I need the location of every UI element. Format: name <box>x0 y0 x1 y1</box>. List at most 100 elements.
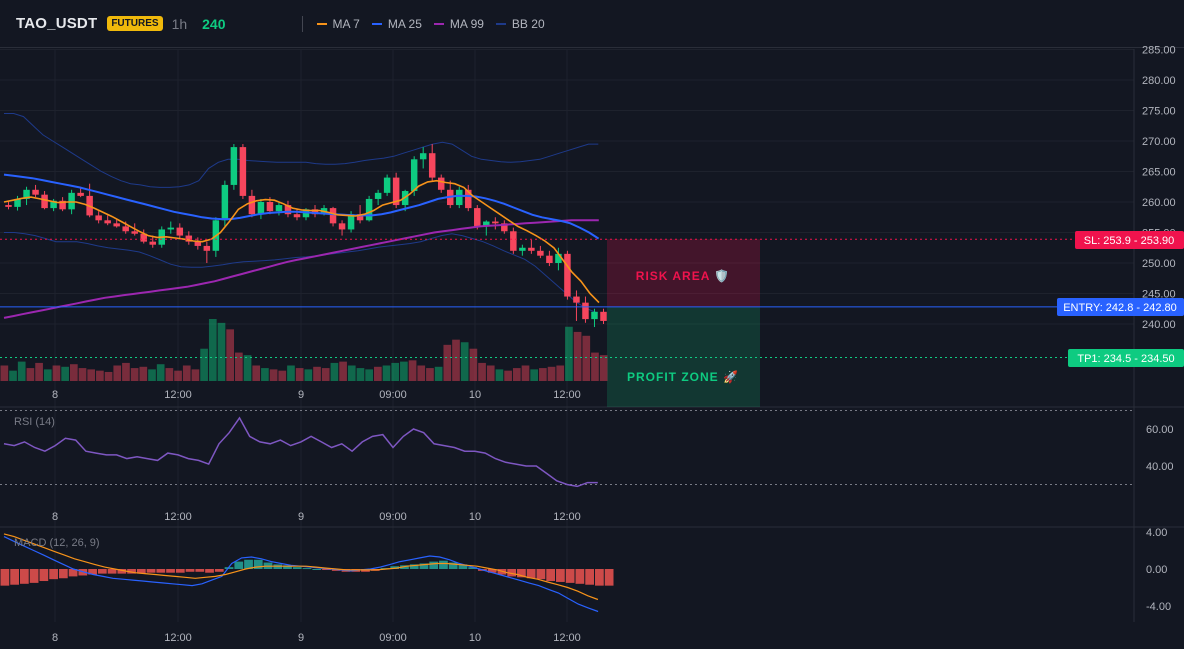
volume-bar-13 <box>113 365 122 381</box>
entry-label-box <box>1057 298 1184 316</box>
price-tick-8: 245.00 <box>1142 289 1176 301</box>
legend-label-ma7: MA 7 <box>332 16 360 31</box>
macd-hist-bar-21 <box>205 569 214 573</box>
volume-bar-45 <box>391 362 400 381</box>
candle-body-15 <box>140 233 147 242</box>
time-tick-1-4: 10 <box>469 511 481 523</box>
candle-body-53 <box>483 221 490 227</box>
candle-body-42 <box>383 177 391 193</box>
volume-bar-1 <box>9 370 17 381</box>
candle-body-54 <box>492 221 499 224</box>
time-tick-2-4: 10 <box>469 632 481 644</box>
macd-hist-bar-5 <box>49 569 58 580</box>
candle-body-26 <box>239 147 247 196</box>
candle-body-10 <box>95 215 102 221</box>
candle-body-62 <box>564 253 571 297</box>
candle-body-28 <box>257 202 265 215</box>
macd-hist-bar-20 <box>195 569 205 572</box>
legend-swatch-ma25 <box>371 22 382 25</box>
volume-bar-0 <box>0 365 9 381</box>
price-tick-5: 260.00 <box>1142 197 1176 209</box>
time-tick-2-1: 12:00 <box>164 632 192 644</box>
candle-body-25 <box>230 147 238 185</box>
candle-body-18 <box>167 227 175 230</box>
legend-bb20[interactable]: BB 20 <box>495 17 545 31</box>
ma25-line <box>3 173 600 240</box>
macd-hist-bar-61 <box>595 569 604 586</box>
macd-hist-bar-50 <box>487 569 497 573</box>
candle-body-1 <box>14 198 21 207</box>
candle-body-57 <box>519 247 526 251</box>
macd-hist-bar-33 <box>322 569 331 570</box>
macd-hist-bar-0 <box>0 569 10 586</box>
legend-ma7[interactable]: MA 7 <box>316 16 360 31</box>
price-tick-3: 270.00 <box>1142 136 1176 148</box>
volume-bar-54 <box>469 348 478 381</box>
macd-hist-bar-42 <box>409 564 419 569</box>
legend-swatch-bb20 <box>495 22 506 25</box>
macd-hist-bar-3 <box>29 569 39 583</box>
candle-body-65 <box>591 311 598 320</box>
macd-hist-bar-46 <box>448 562 458 569</box>
chart-header: TAO_USDT FUTURES 1h 240 MA 7 MA 25 MA 99… <box>0 0 1184 48</box>
candle-body-27 <box>248 195 256 215</box>
time-tick-1-0: 8 <box>52 511 58 523</box>
volume-bar-9 <box>78 368 87 381</box>
ma99-line <box>3 219 599 319</box>
volume-bar-24 <box>208 319 217 381</box>
candle-body-14 <box>131 231 138 234</box>
candle-body-47 <box>428 153 436 178</box>
candle-body-5 <box>50 200 57 209</box>
bb-lower-line <box>4 232 598 314</box>
entry-label: ENTRY: 242.8 - 242.80 <box>1063 302 1177 314</box>
candle-body-3 <box>32 189 39 195</box>
macd-hist-bar-52 <box>507 569 517 577</box>
macd-hist-bar-16 <box>156 569 166 573</box>
volume-bar-16 <box>139 366 148 381</box>
volume-bar-34 <box>295 368 304 381</box>
candle-body-19 <box>176 227 184 236</box>
price-tick-4: 265.00 <box>1142 167 1176 179</box>
macd-hist-bar-44 <box>429 561 439 569</box>
macd-hist-bar-55 <box>536 569 546 580</box>
volume-bar-69 <box>599 355 608 381</box>
rsi-layer <box>0 410 1134 488</box>
macd-hist-bar-57 <box>556 569 565 582</box>
legend-ma99[interactable]: MA 99 <box>433 17 484 31</box>
timeframe-label[interactable]: 1h <box>171 15 188 32</box>
macd-hist-bar-40 <box>390 566 400 569</box>
macd-hist-bar-47 <box>458 564 468 569</box>
macd-hist-bar-26 <box>253 559 263 569</box>
macd-hist-bar-18 <box>175 569 185 573</box>
volume-bar-19 <box>165 368 174 381</box>
volume-bar-52 <box>452 339 460 381</box>
candle-body-36 <box>329 208 337 224</box>
profit-zone-label: PROFIT ZONE 🚀 <box>627 370 739 384</box>
macd-hist-bar-17 <box>166 569 175 573</box>
volume-bar-47 <box>408 360 417 381</box>
volume-bar-57 <box>495 369 504 381</box>
candle-body-55 <box>501 223 508 232</box>
candle-body-21 <box>194 241 202 246</box>
macd-hist-bar-58 <box>565 569 575 583</box>
volume-bar-37 <box>321 368 330 381</box>
volume-bar-15 <box>130 368 139 381</box>
candle-body-51 <box>465 189 472 209</box>
volume-bar-62 <box>539 368 547 381</box>
symbol-name[interactable]: TAO_USDT <box>16 15 98 32</box>
volume-bar-60 <box>521 365 530 381</box>
macd-title: MACD (12, 26, 9) <box>14 537 100 549</box>
macd-hist-bar-9 <box>88 569 97 575</box>
volume-bar-4 <box>35 362 43 381</box>
volume-bar-18 <box>156 364 165 381</box>
ma7-line <box>3 179 600 304</box>
macd-hist-bar-4 <box>39 569 49 582</box>
legend-ma25[interactable]: MA 25 <box>371 17 422 31</box>
candle-body-4 <box>41 194 48 209</box>
candle-body-45 <box>410 159 418 192</box>
volume-bar-68 <box>591 352 599 381</box>
candle-body-16 <box>149 241 156 245</box>
volume-bar-22 <box>191 369 200 381</box>
volume-bar-11 <box>96 370 104 381</box>
